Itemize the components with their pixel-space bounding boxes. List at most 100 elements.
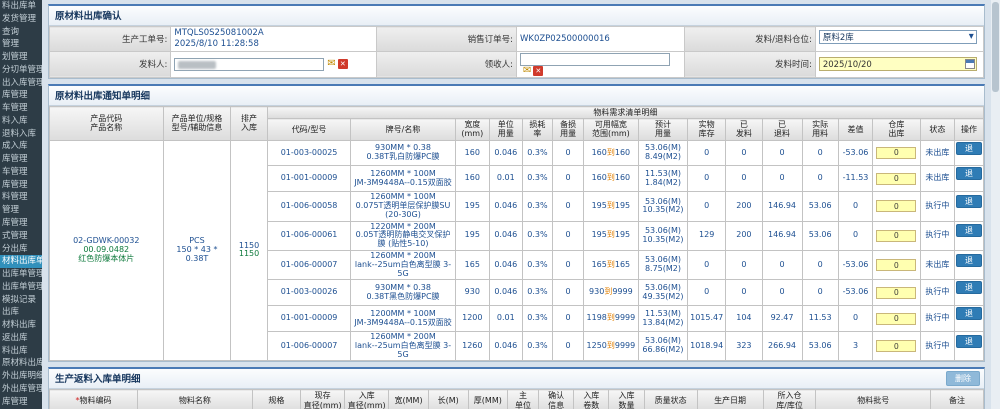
sidebar-item[interactable]: 退料入库 (2, 128, 37, 139)
sidebar-item[interactable]: 库管理 (2, 90, 28, 101)
sidebar-item[interactable]: 外出库明细 (2, 371, 42, 382)
sidebar-item[interactable]: 分切单管理 (2, 64, 42, 75)
warehouse-out-input[interactable] (876, 340, 917, 353)
warehouse-out-input[interactable] (876, 200, 917, 213)
column-header: 预计 用量 (637, 118, 689, 141)
sidebar-item[interactable]: 成入库 (2, 141, 28, 152)
sidebar-item[interactable]: 库管理 (2, 154, 28, 165)
calendar-icon[interactable] (964, 59, 975, 70)
range-from: 930 (589, 287, 605, 297)
status-badge: 执行中 (919, 191, 956, 222)
status-badge: 未出库 (919, 165, 956, 193)
planned-usage: 53.06(M) 10.35(M2) (637, 220, 689, 251)
warehouse-out-cell (872, 220, 921, 251)
sidebar-item[interactable]: 出库单管理 (2, 269, 42, 280)
loss-rate: 0.3% (521, 279, 554, 307)
sidebar-item[interactable]: 划管理 (2, 52, 28, 63)
delete-button[interactable]: 删除 (946, 371, 980, 387)
mail-icon[interactable] (523, 66, 531, 76)
difference: -53.06 (837, 139, 874, 167)
clear-icon[interactable] (337, 59, 348, 70)
warehouse-out-input[interactable] (876, 172, 917, 185)
warehouse-out-cell (872, 330, 921, 362)
sidebar-item[interactable]: 返出库 (2, 332, 28, 343)
width-value: 195 (454, 191, 491, 222)
loss-rate: 0.3% (521, 220, 554, 251)
section-title-detail: 原材料出库通知单明细 (49, 86, 984, 107)
width-value: 160 (454, 165, 491, 193)
warehouse-select[interactable]: 原料2库 (818, 30, 977, 45)
sales-order-label: 销售订单号: (375, 26, 517, 52)
return-material-button[interactable]: 退料 (956, 281, 982, 303)
scrollbar[interactable] (991, 0, 1000, 409)
warehouse-out-input[interactable] (876, 259, 917, 272)
return-material-button[interactable]: 退料 (956, 253, 982, 276)
sidebar-item[interactable]: 查询 (2, 26, 20, 37)
sidebar-item[interactable]: 分出库 (2, 243, 28, 254)
action-cell: 退料 (954, 165, 984, 193)
sidebar-item[interactable]: 式管理 (2, 230, 28, 241)
warehouse-out-cell (872, 165, 921, 193)
sidebar-item[interactable]: 管理 (2, 39, 20, 50)
warehouse-out-input[interactable] (876, 312, 917, 325)
return-material-button[interactable]: 退料 (956, 224, 982, 246)
issued-qty: 200 (725, 220, 763, 251)
backup-usage: 0 (552, 139, 584, 167)
unit-usage: 0.046 (489, 139, 523, 167)
status-badge: 未出库 (919, 139, 956, 167)
mail-icon[interactable] (327, 59, 335, 69)
sidebar-item[interactable]: 材料出库单 (0, 255, 42, 269)
sidebar-item[interactable]: 出入库管理 (2, 77, 42, 88)
material-name: 1200MM * 100M JM-3M9448A--0.15双面胶 (350, 305, 456, 332)
plan-qty: 1150 (238, 240, 260, 250)
sidebar-item[interactable]: 车管理 (2, 166, 28, 177)
material-code: 01-006-00007 (266, 330, 352, 362)
sidebar-item[interactable]: 模拟记录 (2, 294, 37, 305)
sidebar-item[interactable]: 外出库管理 (2, 383, 42, 394)
sidebar-item[interactable]: 库管理 (2, 179, 28, 190)
unit-usage: 0.046 (489, 330, 523, 362)
return-material-button[interactable]: 退料 (956, 307, 982, 329)
scrollbar-thumb[interactable] (992, 2, 999, 92)
sidebar-item[interactable]: 料出库单 (2, 1, 37, 11)
returned-qty: 266.94 (761, 330, 803, 362)
returned-qty: 146.94 (761, 191, 803, 222)
column-header: 所入仓 库/库位 (762, 389, 817, 409)
return-material-button[interactable]: 退料 (956, 194, 982, 217)
sidebar-item[interactable]: 管理 (2, 205, 20, 216)
column-header: *物料编码 (48, 389, 139, 409)
actual-usage: 11.53 (801, 305, 839, 332)
loss-rate: 0.3% (521, 139, 554, 167)
panel-return-detail: 生产返料入库单明细 删除 *物料编码 物料名称 规格 现存 直径(mm) 入库 直径(m… (48, 367, 985, 409)
issued-qty: 0 (725, 165, 763, 193)
sidebar-item[interactable]: 料出库 (2, 345, 28, 356)
range-to: 165 (614, 259, 631, 269)
warehouse-out-input[interactable] (876, 229, 917, 242)
clear-icon[interactable] (533, 65, 544, 76)
receiver-input[interactable] (519, 52, 670, 66)
unit-usage: 0.01 (489, 305, 523, 332)
sidebar-item[interactable]: 发货管理 (2, 13, 37, 24)
material-detail-table: 产品代码 产品名称 产品单位/规格 型号/辅助信息 排产 入库 物料需求清单明细 代码/… (49, 106, 985, 362)
action-cell: 退料 (954, 305, 984, 332)
issuer-input[interactable] (174, 57, 325, 71)
range-separator: 到 (606, 259, 615, 269)
issued-qty: 104 (725, 305, 763, 332)
return-material-button[interactable]: 退料 (956, 141, 982, 164)
sidebar-item[interactable]: 出库单管理 (2, 281, 42, 292)
warehouse-out-input[interactable] (876, 146, 917, 159)
sidebar-item[interactable]: 出库 (2, 307, 20, 318)
sidebar-item[interactable]: 库管理 (2, 218, 28, 229)
return-material-button[interactable]: 退料 (956, 334, 982, 357)
sidebar-item[interactable]: 库管理 (2, 396, 28, 407)
sidebar-item[interactable]: 料管理 (2, 192, 28, 203)
sidebar-item[interactable]: 料入库 (2, 115, 28, 126)
return-material-button[interactable]: 退料 (956, 167, 982, 189)
sidebar-item[interactable]: 车管理 (2, 103, 28, 114)
material-name: 930MM * 0.38 0.38T乳白防爆PC膜 (350, 139, 456, 167)
issue-date-input[interactable]: 2025/10/20 (818, 57, 977, 72)
product-code: 02-GDWK-00032 (73, 236, 140, 246)
warehouse-out-input[interactable] (876, 286, 917, 299)
sidebar-item[interactable]: 材料出库 (2, 320, 37, 331)
sidebar-item[interactable]: 原材料出库单 (2, 358, 42, 369)
